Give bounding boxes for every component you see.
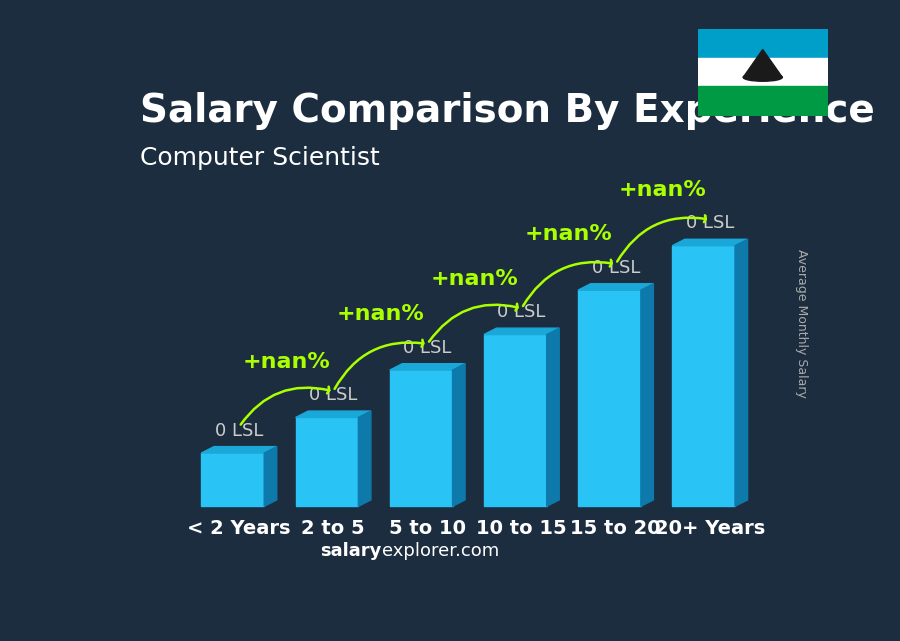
Text: Average Monthly Salary: Average Monthly Salary	[795, 249, 808, 398]
Polygon shape	[295, 411, 371, 417]
Text: Salary Comparison By Experience: Salary Comparison By Experience	[140, 92, 875, 129]
Polygon shape	[390, 363, 465, 370]
Polygon shape	[672, 239, 748, 246]
Text: 0 LSL: 0 LSL	[686, 214, 734, 233]
Text: +nan%: +nan%	[337, 304, 424, 324]
Text: 0 LSL: 0 LSL	[309, 386, 357, 404]
Polygon shape	[202, 453, 265, 506]
Bar	[698, 29, 828, 58]
Polygon shape	[641, 284, 653, 506]
Polygon shape	[358, 411, 371, 506]
Text: +nan%: +nan%	[619, 180, 706, 200]
Bar	[698, 87, 828, 115]
Text: 5 to 10: 5 to 10	[389, 519, 466, 538]
Text: 0 LSL: 0 LSL	[498, 303, 545, 321]
Polygon shape	[743, 49, 782, 78]
Text: 0 LSL: 0 LSL	[591, 259, 640, 277]
Text: 20+ Years: 20+ Years	[655, 519, 765, 538]
Polygon shape	[295, 417, 358, 506]
Text: < 2 Years: < 2 Years	[187, 519, 291, 538]
Text: +nan%: +nan%	[525, 224, 613, 244]
Polygon shape	[484, 328, 559, 335]
Polygon shape	[578, 290, 641, 506]
Polygon shape	[390, 370, 453, 506]
Polygon shape	[202, 447, 277, 453]
Text: 2 to 5: 2 to 5	[302, 519, 365, 538]
Polygon shape	[546, 328, 559, 506]
Polygon shape	[484, 335, 546, 506]
Polygon shape	[265, 447, 277, 506]
Bar	[698, 58, 828, 87]
Polygon shape	[578, 284, 653, 290]
Text: 0 LSL: 0 LSL	[403, 339, 452, 357]
Text: 10 to 15: 10 to 15	[476, 519, 567, 538]
Text: 0 LSL: 0 LSL	[215, 422, 264, 440]
Text: 15 to 20: 15 to 20	[571, 519, 662, 538]
Polygon shape	[672, 246, 735, 506]
Text: Computer Scientist: Computer Scientist	[140, 146, 380, 170]
Polygon shape	[735, 239, 748, 506]
Polygon shape	[453, 363, 465, 506]
Text: explorer.com: explorer.com	[382, 542, 500, 560]
Text: salary: salary	[320, 542, 381, 560]
Text: +nan%: +nan%	[242, 351, 330, 372]
Ellipse shape	[743, 74, 782, 81]
Text: +nan%: +nan%	[430, 269, 518, 288]
